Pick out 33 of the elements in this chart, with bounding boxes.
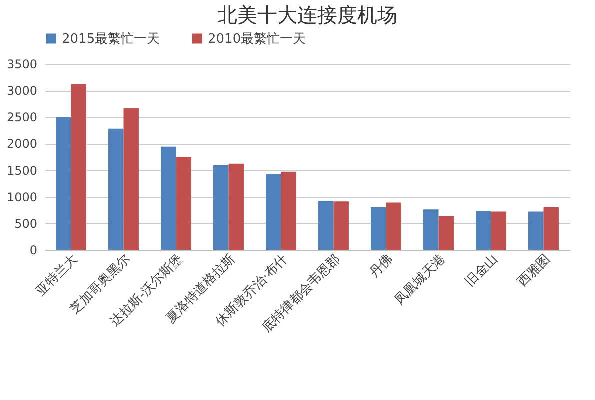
bar bbox=[528, 212, 544, 250]
bar bbox=[161, 146, 176, 250]
bar bbox=[108, 128, 124, 250]
bar bbox=[176, 157, 192, 250]
bar bbox=[438, 216, 454, 250]
y-tick-label: 2000 bbox=[6, 137, 38, 152]
bar bbox=[334, 202, 349, 250]
bar bbox=[228, 164, 244, 250]
y-tick-label: 1500 bbox=[6, 164, 38, 178]
x-tick-label: 旧金山 bbox=[462, 252, 502, 290]
bar bbox=[386, 202, 402, 250]
bar bbox=[71, 84, 86, 250]
y-tick-label: 3000 bbox=[6, 84, 38, 98]
bar bbox=[544, 207, 559, 250]
y-tick-label: 500 bbox=[14, 216, 38, 231]
y-tick-label: 1000 bbox=[6, 190, 38, 204]
chart-title: 北美十大连接度机场 bbox=[218, 3, 398, 27]
y-tick-label: 3500 bbox=[6, 58, 38, 72]
bar bbox=[281, 172, 296, 250]
y-tick-label: 0 bbox=[30, 244, 38, 258]
y-tick-label: 2500 bbox=[6, 110, 38, 125]
legend-label: 2010最繁忙一天 bbox=[208, 32, 306, 47]
bar bbox=[424, 210, 439, 250]
bar bbox=[318, 201, 334, 250]
bar bbox=[214, 166, 229, 250]
legend-label: 2015最繁忙一天 bbox=[62, 32, 160, 47]
bar bbox=[371, 207, 386, 250]
x-tick-label: 西雅图 bbox=[515, 252, 554, 290]
bar bbox=[56, 117, 72, 250]
bar bbox=[124, 108, 139, 250]
bar bbox=[266, 174, 282, 250]
bar bbox=[491, 212, 506, 250]
bar bbox=[476, 211, 492, 250]
